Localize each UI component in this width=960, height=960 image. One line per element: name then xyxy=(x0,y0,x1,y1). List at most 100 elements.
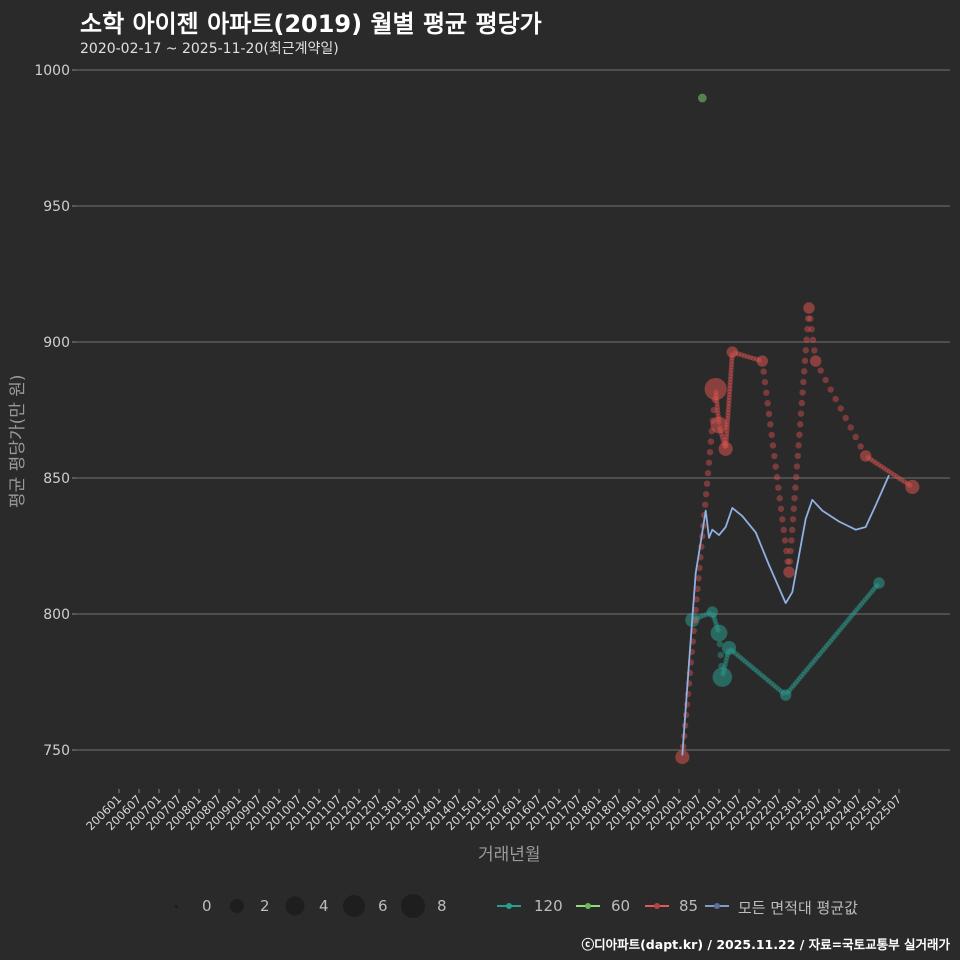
interpolated-point xyxy=(837,627,843,633)
interpolated-point xyxy=(725,403,732,410)
interpolated-point xyxy=(825,641,832,647)
data-point xyxy=(726,346,739,358)
data-point xyxy=(675,750,690,765)
interpolated-point xyxy=(851,610,857,616)
interpolated-point xyxy=(784,558,791,565)
interpolated-point xyxy=(694,585,701,593)
interpolated-point xyxy=(747,354,753,361)
y-tick-label: 1000 xyxy=(34,63,70,79)
interpolated-point xyxy=(827,638,833,644)
interpolated-point xyxy=(894,474,900,480)
legend-key-60-icon xyxy=(576,903,600,909)
interpolated-point xyxy=(764,676,770,682)
interpolated-point xyxy=(771,682,777,688)
interpolated-point xyxy=(795,442,802,449)
interpolated-point xyxy=(796,676,802,682)
interpolated-point xyxy=(800,671,806,677)
interpolated-point xyxy=(735,653,742,659)
interpolated-point xyxy=(695,575,702,582)
interpolated-point xyxy=(776,495,783,502)
interpolated-point xyxy=(764,400,771,407)
interpolated-point xyxy=(723,434,730,440)
interpolated-point xyxy=(744,353,750,360)
interpolated-point xyxy=(794,678,800,684)
interpolated-point xyxy=(728,373,734,379)
interpolated-point xyxy=(789,516,797,523)
interpolated-point xyxy=(745,661,751,667)
interpolated-point xyxy=(807,315,814,322)
interpolated-point xyxy=(702,491,710,498)
interpolated-point xyxy=(801,368,808,375)
interpolated-point xyxy=(725,409,731,416)
data-point xyxy=(704,377,727,401)
interpolated-point xyxy=(804,325,811,333)
interpolated-point xyxy=(780,526,787,534)
interpolated-point xyxy=(775,484,782,491)
interpolated-point xyxy=(831,634,837,640)
interpolated-point xyxy=(727,379,733,385)
interpolated-point xyxy=(726,391,733,398)
interpolated-point xyxy=(728,364,734,370)
chart-subtitle: 2020-02-17 ~ 2025-11-20(최근계약일) xyxy=(80,41,339,57)
data-point xyxy=(859,450,872,462)
size-label: 2 xyxy=(260,897,270,915)
legend-key-85-icon xyxy=(645,903,669,909)
interpolated-point xyxy=(729,358,735,364)
interpolated-point xyxy=(792,484,799,491)
interpolated-point xyxy=(791,494,798,502)
interpolated-point xyxy=(823,643,830,649)
interpolated-point xyxy=(727,376,734,382)
interpolated-point xyxy=(728,361,735,367)
interpolated-point xyxy=(794,452,801,460)
interpolated-point xyxy=(683,701,691,708)
interpolated-point xyxy=(798,673,804,679)
interpolated-point xyxy=(832,395,839,403)
interpolated-point xyxy=(821,645,828,651)
data-point xyxy=(710,624,728,642)
interpolated-point xyxy=(710,406,717,414)
interpolated-point xyxy=(792,680,798,686)
interpolated-point xyxy=(738,655,744,661)
interpolated-point xyxy=(789,526,796,534)
y-tick-label: 900 xyxy=(43,335,70,351)
interpolated-point xyxy=(773,684,779,690)
interpolated-point xyxy=(742,659,749,665)
interpolated-point xyxy=(866,592,872,598)
size-label: 8 xyxy=(437,897,447,915)
interpolated-point xyxy=(788,685,795,691)
interpolated-point xyxy=(793,463,801,470)
data-point xyxy=(873,577,885,589)
data-point xyxy=(721,640,737,656)
legend-keys xyxy=(175,894,729,918)
interpolated-point xyxy=(833,631,839,637)
interpolated-point xyxy=(773,473,781,481)
source-caption: ⓒ디아파트(dapt.kr) / 2025.11.22 / 자료=국토교통부 실… xyxy=(581,937,950,952)
data-point xyxy=(697,93,707,103)
data-point xyxy=(809,355,822,367)
interpolated-point xyxy=(767,421,774,428)
interpolated-point xyxy=(727,382,733,388)
data-point xyxy=(779,689,792,701)
interpolated-point xyxy=(692,606,699,614)
y-tick-label: 950 xyxy=(43,199,70,215)
y-tick-label: 800 xyxy=(43,607,70,623)
size-key-8-icon xyxy=(401,894,425,918)
data-point xyxy=(706,606,719,618)
interpolated-point xyxy=(775,686,782,692)
interpolated-point xyxy=(757,670,763,677)
interpolated-point xyxy=(768,680,775,686)
interpolated-point xyxy=(797,421,804,428)
interpolated-point xyxy=(796,431,803,438)
interpolated-point xyxy=(726,400,732,407)
interpolated-point xyxy=(881,465,887,471)
legend: 0 2 4 6 8 120 60 85 모든 면적대 평균값 xyxy=(0,894,960,920)
interpolated-point xyxy=(870,587,876,593)
interpolated-point xyxy=(797,410,805,417)
interpolated-point xyxy=(835,629,841,635)
interpolated-point xyxy=(768,431,775,439)
interpolated-point xyxy=(818,650,824,656)
interpolated-point xyxy=(723,437,729,443)
interpolated-point xyxy=(786,558,793,565)
interpolated-point xyxy=(816,652,822,658)
interpolated-point xyxy=(847,615,853,621)
